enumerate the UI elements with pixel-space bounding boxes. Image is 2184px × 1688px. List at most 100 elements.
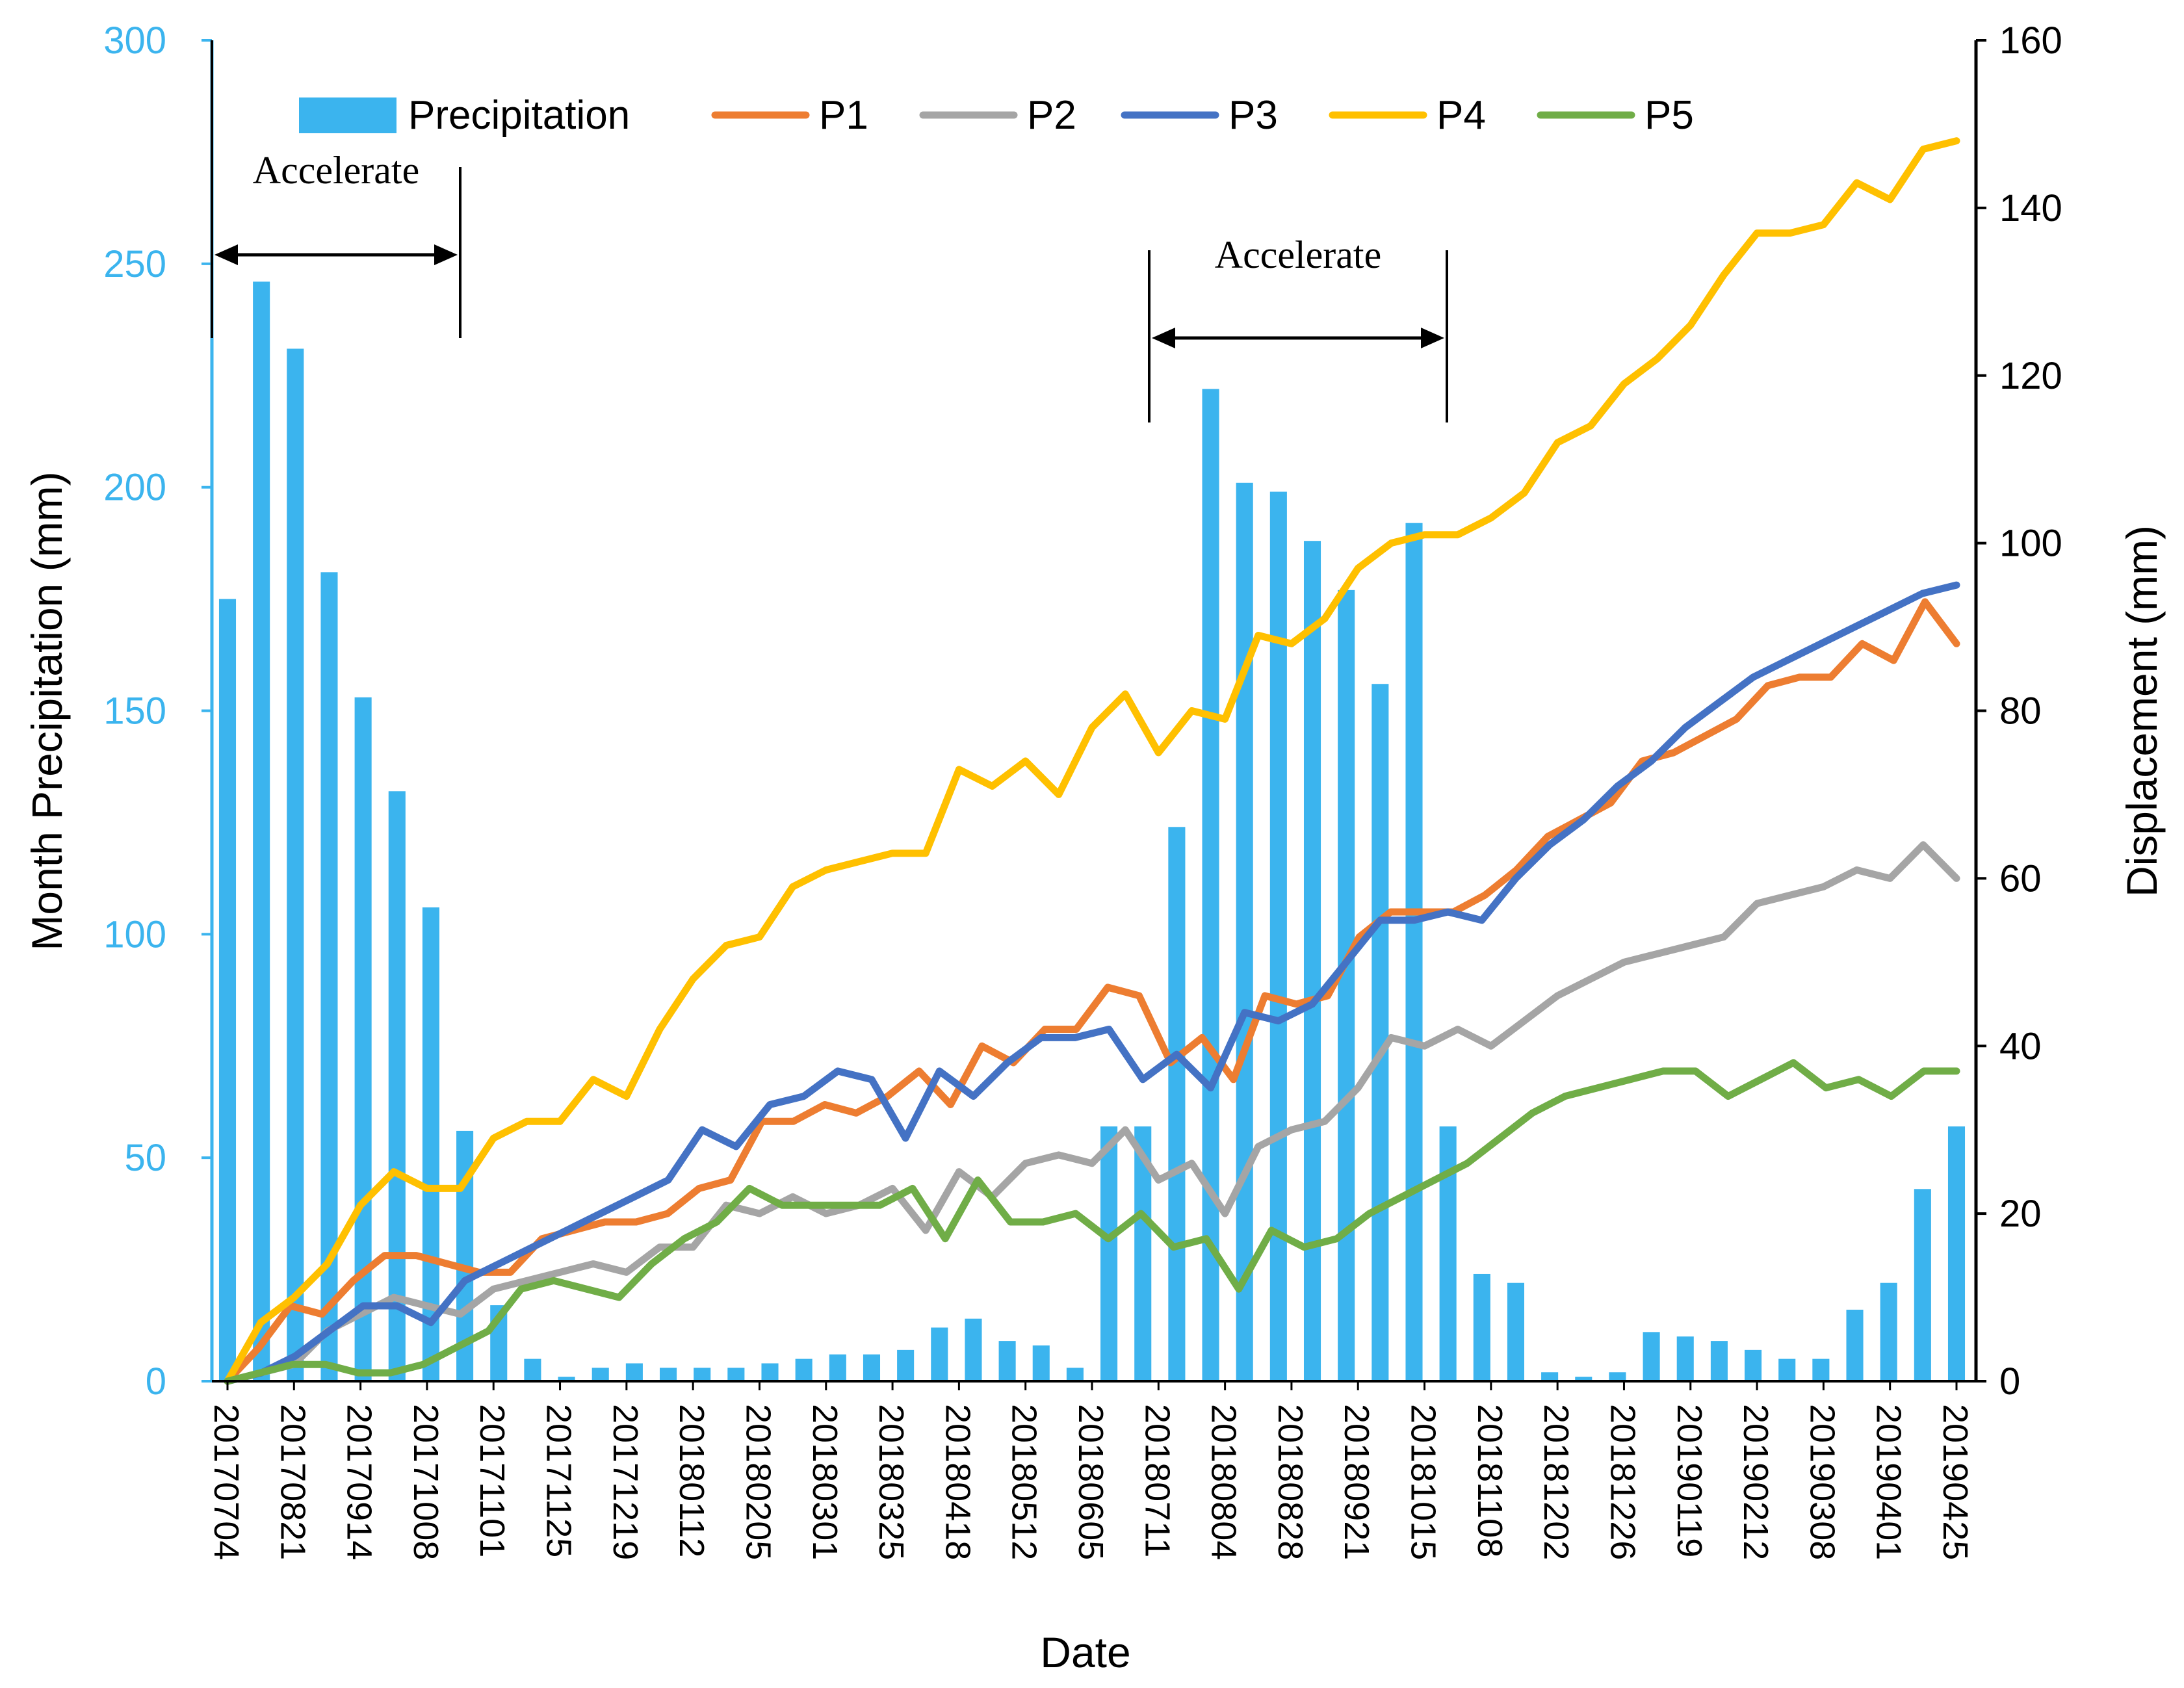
precipitation-bar xyxy=(694,1368,711,1381)
x-tick-label: 20171008 xyxy=(406,1404,445,1560)
precipitation-bar xyxy=(1609,1372,1626,1381)
y-axis-label-left: Month Precipitation (mm) xyxy=(23,471,71,950)
x-axis-label: Date xyxy=(1040,1628,1130,1676)
precipitation-bar xyxy=(558,1377,575,1381)
precipitation-bar xyxy=(1643,1332,1660,1381)
precipitation-bar xyxy=(1914,1189,1931,1381)
precipitation-bar xyxy=(931,1327,948,1381)
precipitation-bar xyxy=(524,1358,541,1381)
precipitation-bar xyxy=(1202,389,1219,1381)
series-line-p5 xyxy=(224,1059,1960,1385)
precipitation-bar xyxy=(1405,523,1423,1382)
right-tick-label: 80 xyxy=(1999,690,2042,733)
series-line-p3 xyxy=(224,581,1960,1385)
precipitation-bar xyxy=(1676,1336,1694,1381)
right-tick-label: 100 xyxy=(1999,523,2062,565)
precipitation-bar xyxy=(1439,1126,1457,1381)
x-tick-label: 20170704 xyxy=(207,1404,246,1560)
legend-label-p1: P1 xyxy=(819,93,868,138)
precipitation-bar xyxy=(1778,1358,1796,1381)
precipitation-bar xyxy=(965,1318,982,1381)
right-tick-label: 120 xyxy=(1999,355,2062,397)
precipitation-bar xyxy=(1269,491,1287,1381)
arrowhead-right xyxy=(434,244,458,265)
precipitation-bar xyxy=(592,1368,609,1381)
annotations: Accelerate Accelerate xyxy=(211,40,1448,422)
precipitation-bar xyxy=(1575,1377,1592,1381)
x-tick-label: 20181015 xyxy=(1404,1404,1443,1560)
x-tick-label: 20180828 xyxy=(1271,1404,1310,1560)
x-tick-label: 20180921 xyxy=(1337,1404,1376,1560)
precipitation-bar xyxy=(1745,1349,1762,1381)
arrowhead-right xyxy=(1421,328,1444,348)
legend-label-p4: P4 xyxy=(1436,93,1486,138)
displacement-lines xyxy=(224,137,1960,1385)
precipitation-bars xyxy=(218,281,1966,1382)
left-tick-label: 200 xyxy=(103,467,166,509)
precipitation-bar xyxy=(1303,541,1321,1381)
precipitation-bar xyxy=(287,348,304,1381)
precipitation-bar xyxy=(1168,827,1186,1381)
legend: Precipitation P1 P2 P3 P4 P5 xyxy=(299,93,1694,138)
arrowhead-left xyxy=(1152,328,1175,348)
precipitation-bar xyxy=(1710,1341,1728,1381)
precipitation-bar xyxy=(1947,1126,1966,1381)
x-tick-label: 20181202 xyxy=(1537,1404,1576,1560)
left-tick-label: 0 xyxy=(146,1360,166,1403)
x-tick-label: 20170821 xyxy=(273,1404,312,1560)
precipitation-bar xyxy=(1236,482,1253,1381)
precipitation-bar xyxy=(388,791,406,1381)
accelerate-annotation: Accelerate xyxy=(211,40,462,338)
precipitation-bar xyxy=(761,1363,779,1381)
precipitation-bar xyxy=(1507,1282,1524,1381)
precipitation-bar xyxy=(1880,1282,1897,1381)
arrowhead-left xyxy=(214,244,238,265)
right-tick-label: 0 xyxy=(1999,1360,2020,1403)
precipitation-bar xyxy=(1032,1345,1050,1381)
precipitation-bar xyxy=(1541,1372,1559,1381)
precipitation-bar xyxy=(1812,1358,1830,1381)
x-tick-label: 20180711 xyxy=(1138,1404,1176,1557)
x-tick-label: 20181226 xyxy=(1604,1404,1643,1560)
left-tick-label: 50 xyxy=(124,1137,166,1179)
left-y-ticks: 0 50 100 150 200 250 300 xyxy=(103,19,212,1403)
x-tick-label: 20180418 xyxy=(938,1404,977,1560)
series-line-p1 xyxy=(224,598,1960,1385)
precipitation-bar xyxy=(1066,1368,1084,1381)
precipitation-bar xyxy=(1372,684,1389,1381)
legend-label-precipitation: Precipitation xyxy=(408,93,630,138)
left-tick-label: 100 xyxy=(103,913,166,955)
series-line-p2 xyxy=(224,841,1960,1385)
left-tick-label: 150 xyxy=(103,690,166,733)
precipitation-bar xyxy=(660,1368,677,1381)
x-tick-label: 20171219 xyxy=(606,1404,645,1560)
x-tick-label: 20180804 xyxy=(1204,1404,1243,1560)
x-tick-label: 20190425 xyxy=(1936,1404,1975,1560)
precipitation-bar xyxy=(1846,1309,1864,1381)
legend-label-p2: P2 xyxy=(1027,93,1076,138)
left-tick-label: 250 xyxy=(103,243,166,285)
precipitation-bar xyxy=(625,1363,643,1381)
precipitation-bar xyxy=(998,1341,1016,1381)
x-tick-label: 20190308 xyxy=(1802,1404,1841,1560)
precipitation-bar xyxy=(218,599,237,1382)
x-tick-label: 20171125 xyxy=(540,1404,578,1557)
x-tick-label: 20180112 xyxy=(672,1404,711,1557)
precipitation-bar xyxy=(1473,1273,1490,1381)
accelerate-label: Accelerate xyxy=(1215,233,1381,276)
right-y-ticks: 0 20 40 60 80 100 120 140 160 xyxy=(1976,19,2062,1403)
x-tick-label: 20180512 xyxy=(1005,1404,1044,1560)
legend-swatch-precipitation xyxy=(299,97,396,133)
right-tick-label: 40 xyxy=(1999,1025,2042,1067)
precipitation-bar xyxy=(1338,590,1355,1381)
series-line-p4 xyxy=(224,137,1960,1385)
x-tick-label: 20181108 xyxy=(1470,1404,1509,1557)
x-tick-label: 20180605 xyxy=(1071,1404,1110,1560)
y-axis-label-right: Displacement (mm) xyxy=(2118,525,2166,897)
accelerate-annotation: Accelerate xyxy=(1148,233,1448,422)
precipitation-bar xyxy=(863,1354,881,1381)
right-tick-label: 160 xyxy=(1999,19,2062,62)
x-tick-label: 20180205 xyxy=(739,1404,778,1560)
x-tick-label: 20171101 xyxy=(473,1404,512,1557)
